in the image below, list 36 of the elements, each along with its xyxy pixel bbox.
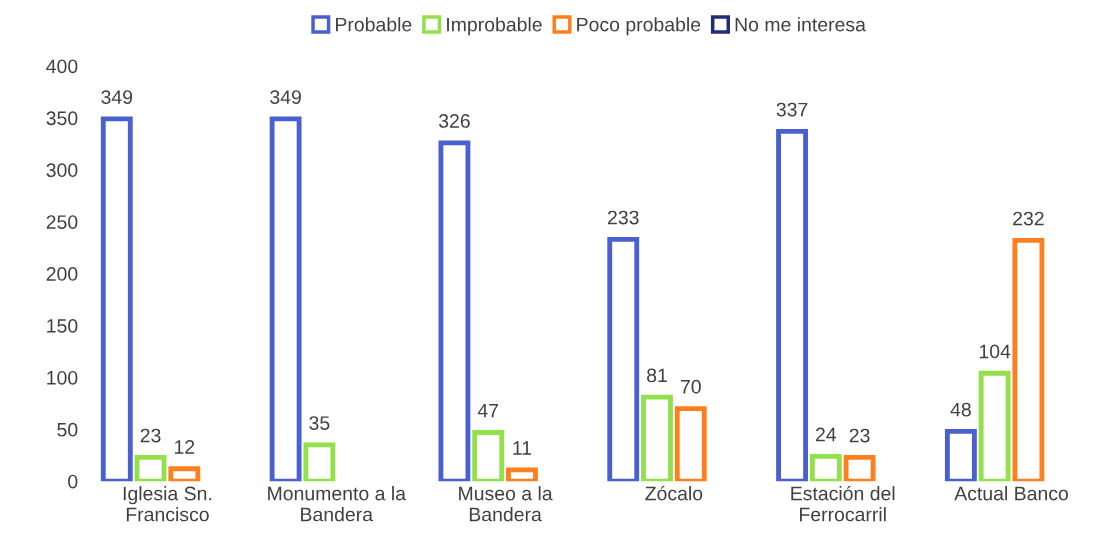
y-tick-label: 300: [46, 163, 78, 178]
legend-label: Probable: [336, 17, 412, 32]
y-tick-label: 0: [68, 474, 78, 489]
data-label: 337: [776, 102, 808, 117]
data-label: 232: [1013, 211, 1044, 226]
x-tick-label: Monumento a la Bandera: [268, 486, 406, 522]
y-tick-label: 50: [57, 422, 78, 437]
data-label: 349: [270, 90, 301, 104]
data-label: 81: [647, 368, 667, 383]
data-label: 11: [513, 441, 532, 455]
data-label: 12: [174, 440, 195, 454]
data-label: 104: [979, 344, 1011, 359]
legend-label: Poco probable: [577, 17, 701, 36]
y-tick-label: 100: [47, 370, 78, 385]
data-label: 48: [950, 402, 971, 417]
data-label: 326: [438, 114, 470, 128]
x-tick-label: Museo a la Bandera: [459, 486, 553, 522]
y-tick-label: 250: [46, 215, 78, 229]
data-label: 23: [849, 428, 870, 443]
y-tick-label: 350: [46, 111, 78, 126]
data-label: 70: [680, 379, 701, 394]
legend-label: Improbable: [447, 17, 542, 36]
data-label: 47: [477, 403, 499, 418]
x-tick-label: Estación del Ferrocarril: [791, 485, 895, 522]
data-label: 349: [101, 90, 133, 104]
x-tick-label: Actual Banco: [954, 486, 1068, 501]
legend-label: No me interesa: [735, 17, 866, 32]
x-tick-label: Zócalo: [645, 485, 703, 501]
data-label: 24: [815, 427, 837, 442]
x-tick-label: Iglesia Sn. Francisco: [123, 486, 212, 522]
data-label: 35: [309, 416, 330, 430]
y-tick-label: 150: [47, 319, 78, 333]
data-label: 233: [608, 210, 639, 225]
y-tick-label: 200: [46, 267, 78, 281]
y-tick-label: 400: [46, 59, 78, 74]
data-label: 23: [140, 428, 161, 443]
